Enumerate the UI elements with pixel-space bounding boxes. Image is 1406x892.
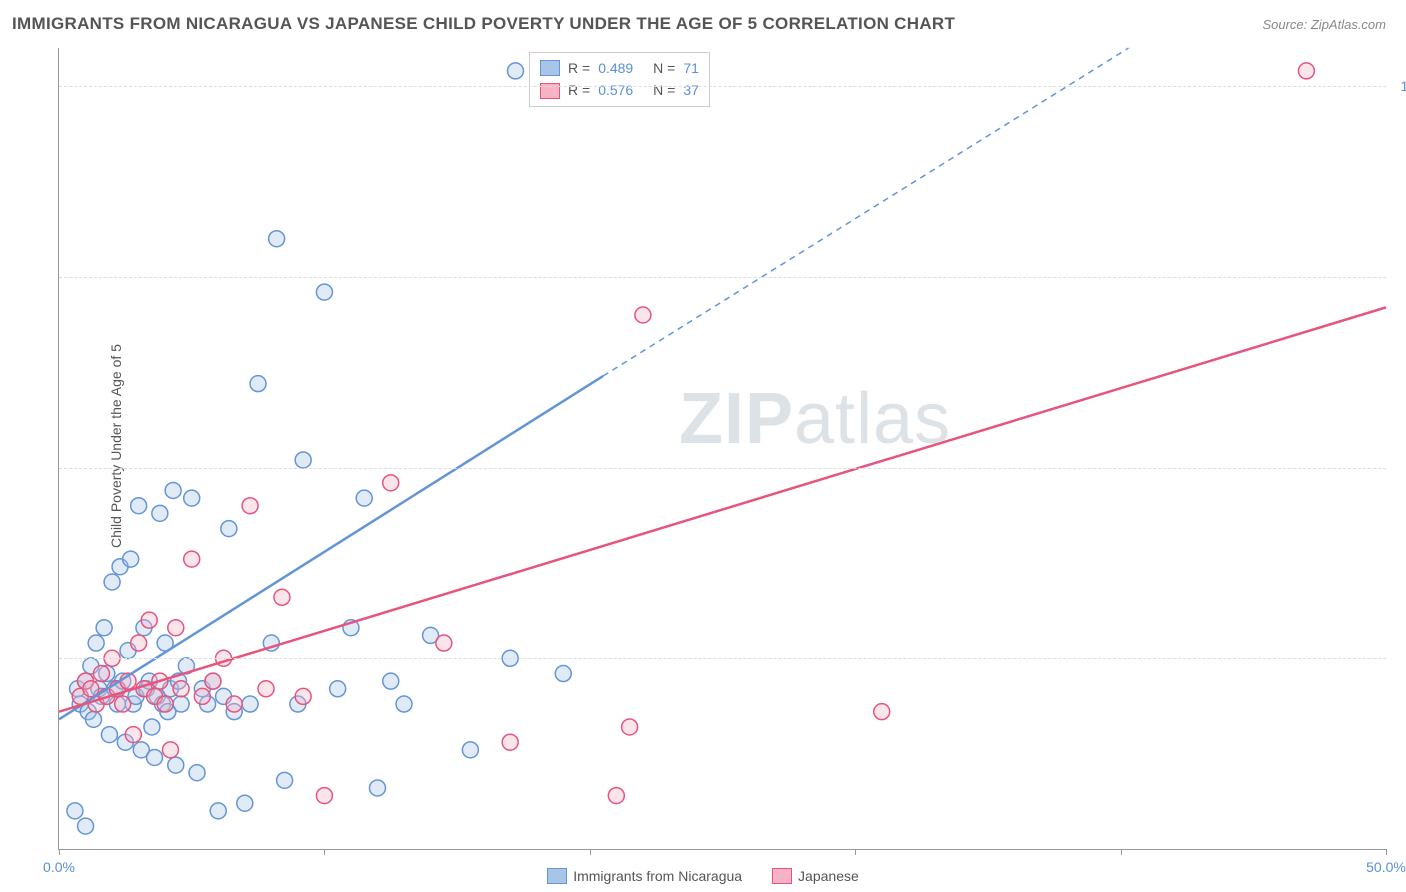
scatter-plot-svg	[59, 48, 1386, 849]
y-tick-label: 25.0%	[1392, 650, 1406, 666]
n-value-japanese: 37	[683, 79, 699, 101]
y-tick-label: 50.0%	[1392, 460, 1406, 476]
legend-item-japanese: Japanese	[772, 868, 859, 884]
stats-row-nicaragua: R = 0.489 N = 71	[540, 57, 699, 79]
swatch-nicaragua-bottom	[547, 868, 567, 884]
chart-title: IMMIGRANTS FROM NICARAGUA VS JAPANESE CH…	[12, 14, 955, 34]
x-tick	[1121, 849, 1122, 855]
r-value-japanese: 0.576	[598, 79, 633, 101]
n-value-nicaragua: 71	[683, 57, 699, 79]
x-tick	[590, 849, 591, 855]
chart-header: IMMIGRANTS FROM NICARAGUA VS JAPANESE CH…	[0, 0, 1406, 40]
stats-row-japanese: R = 0.576 N = 37	[540, 79, 699, 101]
legend-item-nicaragua: Immigrants from Nicaragua	[547, 868, 742, 884]
y-tick-label: 75.0%	[1392, 269, 1406, 285]
gridline	[59, 86, 1386, 87]
swatch-japanese	[540, 83, 560, 99]
swatch-nicaragua	[540, 60, 560, 76]
gridline	[59, 277, 1386, 278]
plot-area: ZIPatlas R = 0.489 N = 71 R = 0.576 N = …	[58, 48, 1386, 850]
y-tick-label: 100.0%	[1392, 78, 1406, 94]
swatch-japanese-bottom	[772, 868, 792, 884]
gridline	[59, 658, 1386, 659]
stats-legend: R = 0.489 N = 71 R = 0.576 N = 37	[529, 52, 710, 107]
x-tick	[1386, 849, 1387, 855]
series-legend: Immigrants from Nicaragua Japanese	[0, 868, 1406, 884]
x-tick	[855, 849, 856, 855]
gridline	[59, 468, 1386, 469]
x-tick	[324, 849, 325, 855]
source-attribution: Source: ZipAtlas.com	[1262, 17, 1386, 32]
r-value-nicaragua: 0.489	[598, 57, 633, 79]
x-tick	[59, 849, 60, 855]
